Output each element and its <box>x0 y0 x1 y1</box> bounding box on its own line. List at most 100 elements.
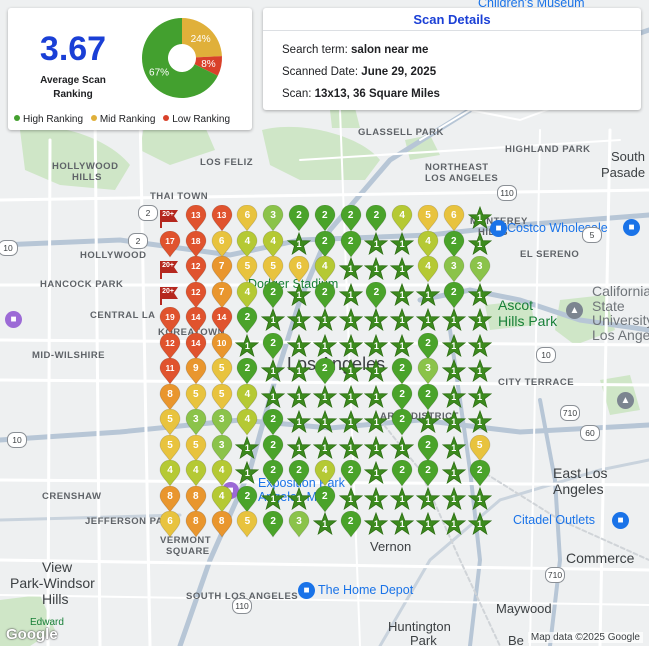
ranking-pin[interactable]: 2 <box>262 332 284 365</box>
ranking-pin[interactable]: 2 <box>262 510 284 543</box>
ranking-pin[interactable]: 1 <box>467 384 492 414</box>
ranking-pin[interactable]: 1 <box>364 511 389 541</box>
ranking-pin[interactable]: 5 <box>185 434 207 467</box>
ranking-pin[interactable]: 2 <box>340 230 362 263</box>
ranking-pin[interactable]: 3 <box>288 510 310 543</box>
ranking-pin[interactable]: 14 <box>211 306 233 339</box>
map-attribution[interactable]: Map data ©2025 Google <box>527 632 643 643</box>
ranking-pin[interactable]: 1 <box>467 205 492 235</box>
ranking-pin[interactable]: 2 <box>417 459 439 492</box>
ranking-pin[interactable]: 2 <box>365 204 387 237</box>
ranking-pin[interactable]: 1 <box>390 511 415 541</box>
ranking-pin[interactable]: 8 <box>159 485 181 518</box>
ranking-pin[interactable]: 1 <box>441 409 466 439</box>
ranking-pin[interactable]: 3 <box>262 204 284 237</box>
ranking-pin[interactable]: 1 <box>467 307 492 337</box>
ranking-pin[interactable]: 13 <box>211 204 233 237</box>
ranking-pin[interactable]: 4 <box>236 408 258 441</box>
ranking-pin[interactable]: 3 <box>417 357 439 390</box>
ranking-pin[interactable]: 1 <box>364 231 389 261</box>
ranking-pin[interactable]: 3 <box>211 408 233 441</box>
ranking-pin[interactable]: 2 <box>469 459 491 492</box>
ranking-pin[interactable]: 1 <box>390 435 415 465</box>
ranking-pin[interactable]: 1 <box>286 384 312 414</box>
ranking-pin[interactable]: 1 <box>467 282 492 312</box>
ranking-pin[interactable]: 1 <box>261 358 286 388</box>
ranking-pin[interactable]: 6 <box>443 204 465 237</box>
ranking-pin[interactable]: 1 <box>364 256 389 286</box>
ranking-pin[interactable]: 1 <box>390 256 415 286</box>
ranking-pin[interactable]: 5 <box>159 434 181 467</box>
ranking-pin[interactable]: 1 <box>338 333 363 363</box>
ranking-pin[interactable]: 2 <box>417 332 439 365</box>
ranking-pin[interactable]: 1 <box>415 511 441 541</box>
ranking-pin[interactable]: 1 <box>338 358 363 388</box>
ranking-pin[interactable]: 12 <box>159 332 181 365</box>
ranking-pin[interactable]: 1 <box>338 307 363 337</box>
ranking-pin[interactable]: 2 <box>236 485 258 518</box>
ranking-pin[interactable]: 2 <box>417 383 439 416</box>
ranking-pin[interactable]: 4 <box>417 255 439 288</box>
ranking-pin[interactable]: 4 <box>262 230 284 263</box>
ranking-pin[interactable]: 2 <box>236 357 258 390</box>
ranking-pin[interactable]: 4 <box>236 281 258 314</box>
ranking-pin[interactable]: 1 <box>441 358 466 388</box>
ranking-pin[interactable]: 1 <box>235 460 260 490</box>
ranking-pin[interactable]: 4 <box>417 230 439 263</box>
ranking-pin[interactable]: 1 <box>286 409 312 439</box>
ranking-pin[interactable]: 8 <box>185 485 207 518</box>
ranking-pin[interactable]: 20+ <box>159 284 181 311</box>
ranking-pin[interactable]: 4 <box>314 459 336 492</box>
ranking-pin[interactable]: 2 <box>443 281 465 314</box>
ranking-pin[interactable]: 2 <box>262 434 284 467</box>
ranking-pin[interactable]: 5 <box>236 510 258 543</box>
ranking-pin[interactable]: 1 <box>364 435 389 465</box>
ranking-pin[interactable]: 5 <box>211 383 233 416</box>
ranking-pin[interactable]: 1 <box>390 486 415 516</box>
ranking-pin[interactable]: 11 <box>159 357 181 390</box>
ranking-pin[interactable]: 10 <box>211 332 233 365</box>
ranking-pin[interactable]: 1 <box>286 307 312 337</box>
ranking-pin[interactable]: 1 <box>390 333 415 363</box>
ranking-pin[interactable]: 2 <box>340 459 362 492</box>
ranking-pin[interactable]: 1 <box>467 486 492 516</box>
ranking-pin[interactable]: 1 <box>364 460 389 490</box>
ranking-pin[interactable]: 1 <box>441 486 466 516</box>
ranking-pin[interactable]: 4 <box>159 459 181 492</box>
ranking-pin[interactable]: 5 <box>262 255 284 288</box>
ranking-pin[interactable]: 12 <box>185 255 207 288</box>
ranking-pin[interactable]: 1 <box>312 384 337 414</box>
shopping-icon-2[interactable]: ■ <box>298 582 315 599</box>
ranking-pin[interactable]: 8 <box>211 510 233 543</box>
ranking-pin[interactable]: 18 <box>185 230 207 263</box>
ranking-pin[interactable]: 1 <box>312 409 337 439</box>
ranking-pin[interactable]: 2 <box>314 204 336 237</box>
ranking-pin[interactable]: 1 <box>441 333 466 363</box>
ranking-pin[interactable]: 4 <box>185 459 207 492</box>
ranking-pin[interactable]: 1 <box>235 435 260 465</box>
ranking-pin[interactable]: 5 <box>236 255 258 288</box>
ranking-pin[interactable]: 1 <box>390 307 415 337</box>
ranking-pin[interactable]: 2 <box>365 281 387 314</box>
ranking-pin[interactable]: 1 <box>286 435 312 465</box>
ranking-pin[interactable]: 4 <box>236 230 258 263</box>
ranking-pin[interactable]: 2 <box>288 204 310 237</box>
ranking-pin[interactable]: 1 <box>286 486 312 516</box>
ranking-pin[interactable]: 2 <box>262 459 284 492</box>
ranking-pin[interactable]: 1 <box>312 333 337 363</box>
ranking-pin[interactable]: 7 <box>211 281 233 314</box>
ranking-pin[interactable]: 1 <box>415 307 441 337</box>
ranking-pin[interactable]: 14 <box>185 332 207 365</box>
ranking-pin[interactable]: 6 <box>288 255 310 288</box>
ranking-pin[interactable]: 3 <box>443 255 465 288</box>
ranking-pin[interactable]: 2 <box>340 510 362 543</box>
ranking-pin[interactable]: 1 <box>364 384 389 414</box>
ranking-pin[interactable]: 1 <box>441 511 466 541</box>
ranking-pin[interactable]: 13 <box>185 204 207 237</box>
ranking-pin[interactable]: 5 <box>417 204 439 237</box>
ranking-pin[interactable]: 1 <box>467 409 492 439</box>
ranking-pin[interactable]: 1 <box>338 486 363 516</box>
ranking-pin[interactable]: 6 <box>159 510 181 543</box>
ranking-pin[interactable]: 2 <box>314 357 336 390</box>
